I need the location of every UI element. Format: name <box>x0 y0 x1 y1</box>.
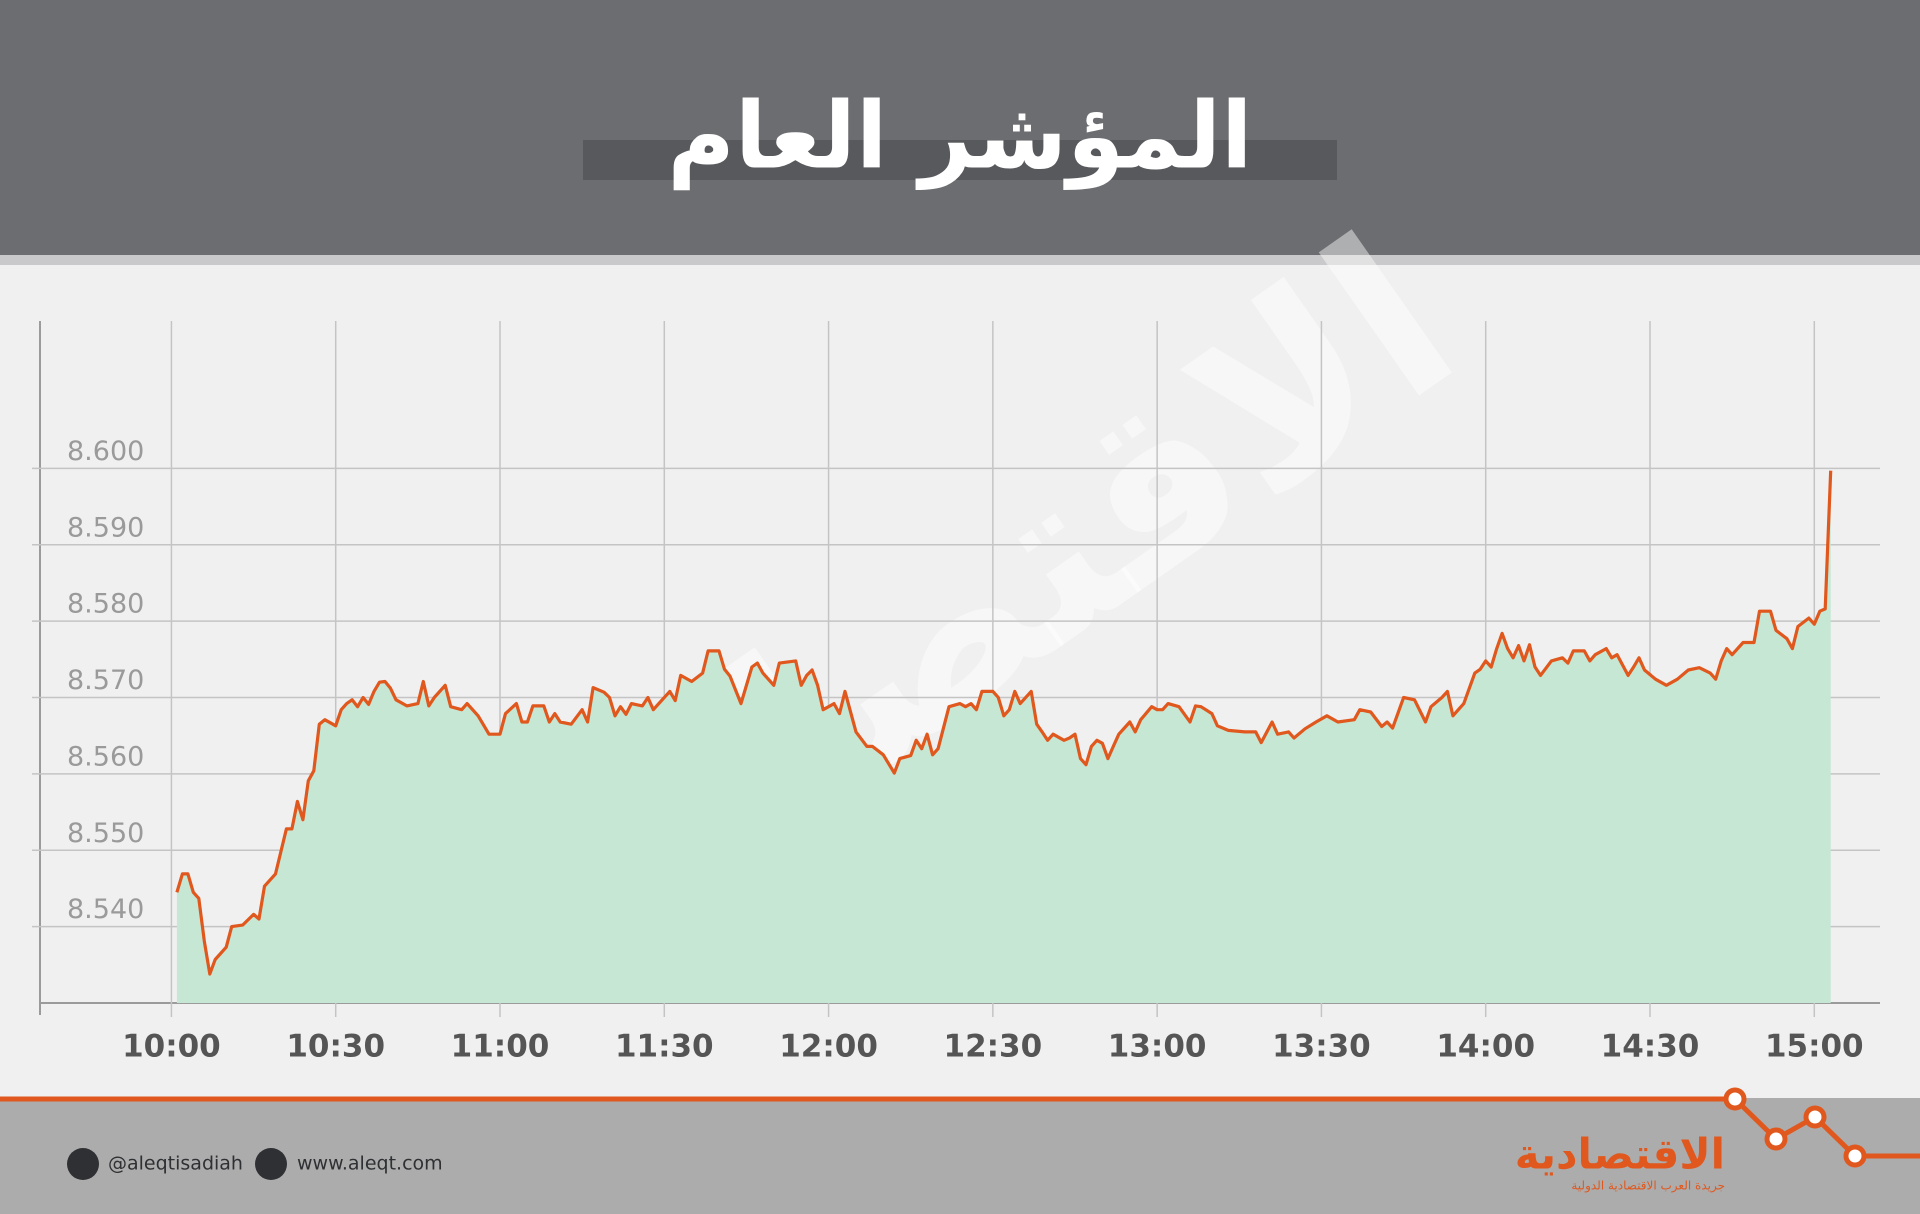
x-tick-label: 11:30 <box>615 1029 714 1065</box>
plot-area: 8.540 8.550 8.560 8.570 8.580 8.590 8.600 10:00… <box>32 321 1880 1065</box>
footer-node <box>1723 1087 1747 1111</box>
brand-logo: الاقتصادية <box>1515 1130 1725 1179</box>
y-tick-label: 8.540 <box>67 894 144 925</box>
x-tick-label: 11:00 <box>451 1029 550 1065</box>
line <box>175 470 1833 976</box>
chart-title: المؤشر العام <box>667 82 1252 190</box>
x-tick-label: 15:00 <box>1765 1029 1864 1065</box>
y-tick-label: 8.580 <box>67 589 144 620</box>
web-icon <box>255 1148 287 1180</box>
brand-tagline: جريدة العرب الاقتصادية الدولية <box>1571 1179 1725 1194</box>
x-tick-label: 12:30 <box>944 1029 1043 1065</box>
twitter-icon <box>67 1148 99 1180</box>
header-band <box>0 0 1920 255</box>
area <box>176 470 1831 1003</box>
x-tick-label: 10:30 <box>286 1029 385 1065</box>
x-tick-label: 12:00 <box>779 1029 878 1065</box>
website[interactable]: www.aleqt.com <box>297 1153 443 1175</box>
footer-band <box>0 1098 1920 1214</box>
y-tick-label: 8.570 <box>67 665 144 696</box>
header-shadow <box>0 255 1920 265</box>
footer-node <box>1764 1127 1788 1151</box>
x-tick-label: 14:00 <box>1436 1029 1535 1065</box>
x-tick-label: 10:00 <box>122 1029 221 1065</box>
x-tick-label: 13:00 <box>1108 1029 1207 1065</box>
y-tick-label: 8.590 <box>67 512 144 543</box>
x-tick-label: 14:30 <box>1601 1029 1700 1065</box>
footer-node <box>1803 1105 1827 1129</box>
y-tick-label: 8.560 <box>67 741 144 772</box>
y-tick-label: 8.600 <box>67 436 144 467</box>
x-tick-label: 13:30 <box>1272 1029 1371 1065</box>
footer-node <box>1843 1144 1867 1168</box>
y-tick-label: 8.550 <box>67 818 144 849</box>
twitter-handle[interactable]: @aleqtisadiah <box>108 1153 243 1175</box>
title-bar <box>583 140 1337 180</box>
